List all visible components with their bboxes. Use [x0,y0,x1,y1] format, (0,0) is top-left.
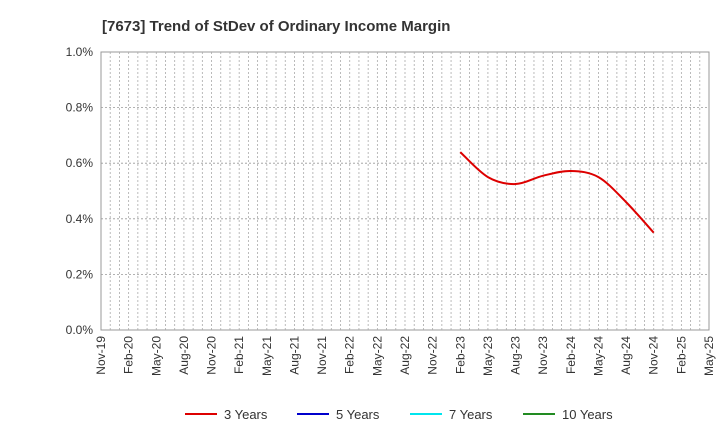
legend: 3 Years 5 Years 7 Years 10 Years [185,407,613,422]
x-tick-label: Feb-22 [343,336,357,374]
x-tick-label: Nov-21 [315,336,329,375]
y-tick-label: 0.6% [66,156,94,170]
legend-label: 7 Years [449,407,493,422]
chart-title: [7673] Trend of StDev of Ordinary Income… [102,18,450,35]
x-tick-label: Aug-22 [398,336,412,375]
series-line [459,151,655,234]
x-axis-ticks: Nov-19 Feb-20 May-20 Aug-20 Nov-20 Feb-21 May-… [94,336,716,376]
legend-label: 10 Years [562,407,613,422]
x-tick-label: May-24 [591,336,605,376]
legend-label: 5 Years [336,407,380,422]
x-tick-label: Aug-20 [177,336,191,375]
vertical-grid [109,52,701,330]
y-tick-label: 0.2% [66,267,94,281]
x-tick-label: May-23 [481,336,495,376]
x-tick-label: Nov-22 [426,336,440,375]
x-tick-label: Feb-23 [453,336,467,374]
y-axis-ticks: 0.0% 0.2% 0.4% 0.6% 0.8% 1.0% [66,45,94,337]
x-tick-label: Aug-21 [287,336,301,375]
x-tick-label: Feb-25 [674,336,688,374]
x-tick-label: May-21 [260,336,274,376]
series-layer [459,151,655,234]
horizontal-grid [101,107,709,275]
x-tick-label: Feb-20 [122,336,136,374]
x-tick-label: May-25 [702,336,716,376]
y-tick-label: 1.0% [66,45,94,59]
y-tick-label: 0.8% [66,101,94,115]
x-tick-label: Feb-24 [564,336,578,374]
legend-label: 3 Years [224,407,268,422]
x-tick-label: Aug-24 [619,336,633,375]
x-tick-label: May-22 [370,336,384,376]
x-tick-label: Nov-24 [647,336,661,375]
x-tick-label: May-20 [149,336,163,376]
x-tick-label: Nov-19 [94,336,108,375]
x-tick-label: Feb-21 [232,336,246,374]
x-tick-label: Nov-23 [536,336,550,375]
y-tick-label: 0.0% [66,323,94,337]
y-tick-label: 0.4% [66,212,94,226]
x-tick-label: Nov-20 [205,336,219,375]
x-tick-label: Aug-23 [509,336,523,375]
